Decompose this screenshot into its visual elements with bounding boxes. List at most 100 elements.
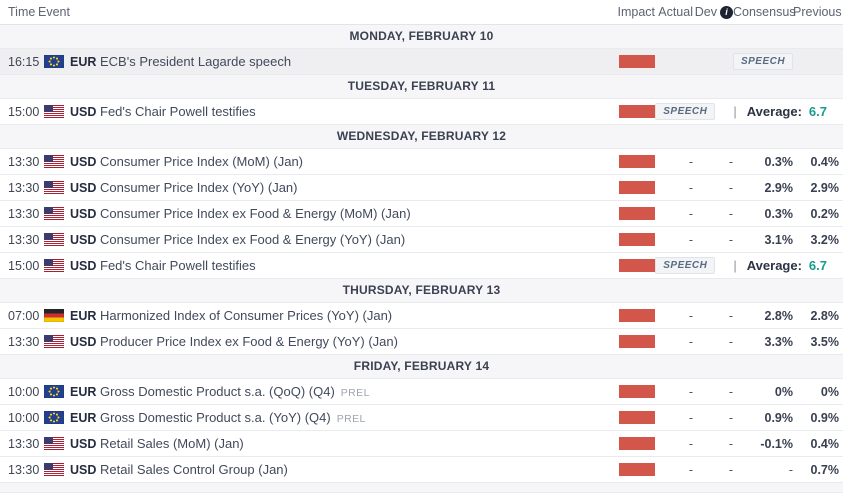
impact-bar: [619, 181, 655, 194]
actual-value: -: [688, 206, 693, 221]
event-name: Producer Price Index ex Food & Energy (Y…: [100, 334, 398, 349]
speech-average-cell: SPEECH | Average: 6.7: [655, 103, 839, 120]
event-name: Gross Domestic Product s.a. (YoY) (Q4) PR…: [100, 410, 595, 425]
actual-value: -: [688, 154, 693, 169]
average-label: Average:: [746, 258, 802, 273]
event-time: 15:00: [8, 258, 40, 273]
previous-value: 3.2%: [810, 232, 840, 247]
impact-bar: [619, 463, 655, 476]
us-flag-icon: [44, 105, 64, 118]
event-row[interactable]: 10:00 EUR Gross Domestic Product s.a. (Y…: [0, 405, 843, 431]
event-time: 13:30: [8, 206, 40, 221]
event-row[interactable]: 16:15 EUR ECB's President Lagarde speech…: [0, 49, 843, 75]
prel-tag: PREL: [340, 387, 370, 399]
us-flag-icon: [44, 207, 64, 220]
event-name: Harmonized Index of Consumer Prices (YoY…: [100, 308, 393, 323]
actual-value: -: [688, 462, 693, 477]
event-row[interactable]: 10:00 EUR Gross Domestic Product s.a. (Q…: [0, 379, 843, 405]
event-name: Consumer Price Index (YoY) (Jan): [100, 180, 298, 195]
actual-value: -: [688, 334, 693, 349]
day-separator-row: FRIDAY, FEBRUARY 14: [0, 355, 843, 379]
speech-badge: SPEECH: [655, 257, 716, 274]
actual-value: -: [688, 232, 693, 247]
impact-bar: [619, 259, 655, 272]
previous-value: 0%: [820, 384, 839, 399]
consensus-value: 0.3%: [764, 206, 794, 221]
event-title: Gross Domestic Product s.a. (QoQ) (Q4): [100, 384, 335, 399]
previous-value: 2.8%: [810, 308, 840, 323]
impact-bar: [619, 155, 655, 168]
dev-value: -: [728, 206, 733, 221]
event-row[interactable]: 15:00 USD Fed's Chair Powell testifies S…: [0, 253, 843, 279]
currency-code: USD: [70, 180, 97, 195]
event-time: 13:30: [8, 180, 40, 195]
event-row[interactable]: 13:30 USD Consumer Price Index ex Food &…: [0, 201, 843, 227]
consensus-value: -0.1%: [760, 436, 793, 451]
eu-flag-icon: [44, 55, 64, 68]
dev-label: Dev: [694, 5, 717, 19]
previous-value: 0.2%: [810, 206, 840, 221]
dev-value: -: [728, 410, 733, 425]
event-time: 16:15: [8, 54, 40, 69]
event-row[interactable]: 13:30 USD Consumer Price Index (MoM) (Ja…: [0, 149, 843, 175]
event-row[interactable]: 07:00 EUR Harmonized Index of Consumer P…: [0, 303, 843, 329]
currency-code: EUR: [70, 54, 97, 69]
impact-bar: [619, 335, 655, 348]
column-header-impact: Impact: [617, 5, 655, 19]
currency-code: EUR: [70, 410, 97, 425]
average-value: 6.7: [808, 104, 827, 119]
actual-value: -: [688, 410, 693, 425]
currency-code: USD: [70, 436, 97, 451]
us-flag-icon: [44, 259, 64, 272]
event-name: Consumer Price Index ex Food & Energy (Y…: [100, 232, 406, 247]
actual-value: -: [688, 384, 693, 399]
currency-code: USD: [70, 206, 97, 221]
average-label: Average:: [746, 104, 802, 119]
currency-code: USD: [70, 232, 97, 247]
impact-bar: [619, 55, 655, 68]
speech-badge: SPEECH: [732, 53, 794, 70]
column-header-dev: Dev i: [693, 5, 733, 19]
impact-bar: [619, 105, 655, 118]
dev-value: -: [728, 462, 733, 477]
column-header-time: Time: [8, 5, 36, 19]
event-row[interactable]: 15:00 USD Fed's Chair Powell testifies S…: [0, 99, 843, 125]
speech-badge: SPEECH: [655, 103, 716, 120]
event-row[interactable]: 13:30 USD Retail Sales Control Group (Ja…: [0, 457, 843, 483]
consensus-value: -: [788, 462, 793, 477]
divider: |: [733, 258, 737, 273]
eu-flag-icon: [44, 385, 64, 398]
impact-bar: [619, 385, 655, 398]
previous-value: 0.9%: [810, 410, 840, 425]
event-row[interactable]: 13:30 USD Producer Price Index ex Food &…: [0, 329, 843, 355]
previous-value: 3.5%: [810, 334, 840, 349]
currency-code: USD: [70, 154, 97, 169]
prel-tag: PREL: [336, 413, 366, 425]
event-row[interactable]: 13:30 USD Consumer Price Index (YoY) (Ja…: [0, 175, 843, 201]
event-row[interactable]: 13:30 USD Consumer Price Index ex Food &…: [0, 227, 843, 253]
us-flag-icon: [44, 335, 64, 348]
event-title: Gross Domestic Product s.a. (YoY) (Q4): [100, 410, 331, 425]
currency-code: EUR: [70, 308, 97, 323]
next-day-row-cutoff: [0, 483, 843, 493]
speech-average-cell: SPEECH | Average: 6.7: [655, 257, 839, 274]
day-separator-row: THURSDAY, FEBRUARY 13: [0, 279, 843, 303]
us-flag-icon: [44, 463, 64, 476]
consensus-value: 0.3%: [764, 154, 794, 169]
dev-value: -: [728, 232, 733, 247]
column-header-event: Event: [38, 5, 70, 19]
event-row[interactable]: 13:30 USD Retail Sales (MoM) (Jan) - - -…: [0, 431, 843, 457]
column-header-actual: Actual: [658, 5, 693, 19]
us-flag-icon: [44, 155, 64, 168]
event-name: Consumer Price Index (MoM) (Jan): [100, 154, 303, 169]
us-flag-icon: [44, 181, 64, 194]
dev-value: -: [728, 436, 733, 451]
de-flag-icon: [44, 309, 64, 322]
actual-value: -: [688, 436, 693, 451]
previous-value: 2.9%: [810, 180, 840, 195]
event-time: 13:30: [8, 232, 40, 247]
us-flag-icon: [44, 437, 64, 450]
info-icon[interactable]: i: [720, 5, 733, 19]
event-name: Fed's Chair Powell testifies: [100, 104, 256, 119]
